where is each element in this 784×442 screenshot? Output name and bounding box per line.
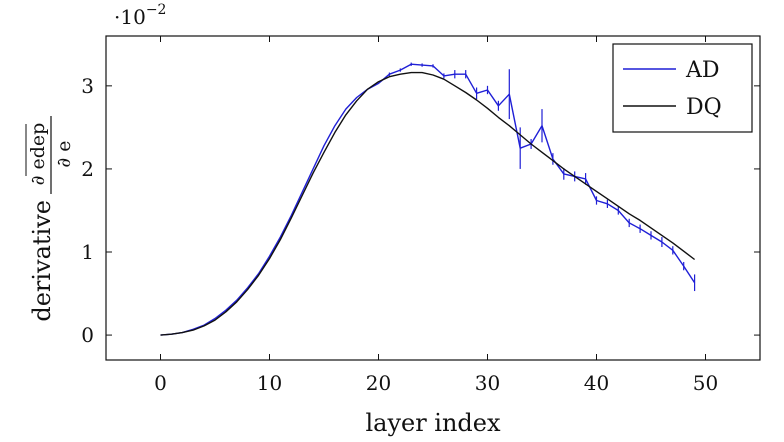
x-tick-label: 20 (366, 371, 391, 395)
legend: AD DQ (612, 43, 753, 133)
y-scale-exponent: −2 (146, 2, 167, 18)
legend-label-dq: DQ (686, 95, 722, 120)
series-layer (160, 62, 696, 336)
x-tick-label: 50 (693, 371, 718, 395)
legend-box (612, 43, 753, 133)
x-tick-label: 30 (475, 371, 500, 395)
x-tick-label: 0 (154, 371, 167, 395)
x-axis-label: layer index (365, 409, 501, 437)
series-line-ad (160, 63, 696, 336)
y-axis-label: derivative ∂ edep ∂ e (25, 116, 75, 322)
x-tick-label: 10 (257, 371, 282, 395)
legend-label-ad: AD (685, 58, 720, 83)
y-scale-note: ·10−2 (114, 2, 166, 29)
x-tick-label: 40 (584, 371, 609, 395)
y-axis-label-numerator: ∂ edep (27, 123, 49, 186)
y-tick-label: 2 (81, 157, 94, 181)
axis-ticks: 0 10 20 30 40 50 0 1 2 3 (81, 36, 760, 395)
series-line-dq (160, 71, 696, 336)
y-scale-base: ·10 (114, 5, 146, 29)
y-tick-label: 3 (81, 74, 94, 98)
y-axis-label-denominator: ∂ e (53, 140, 75, 167)
plot-frame (105, 35, 761, 361)
y-axis-label-prefix: derivative (28, 200, 56, 322)
y-tick-label: 0 (81, 323, 94, 347)
y-tick-label: 1 (81, 240, 94, 264)
